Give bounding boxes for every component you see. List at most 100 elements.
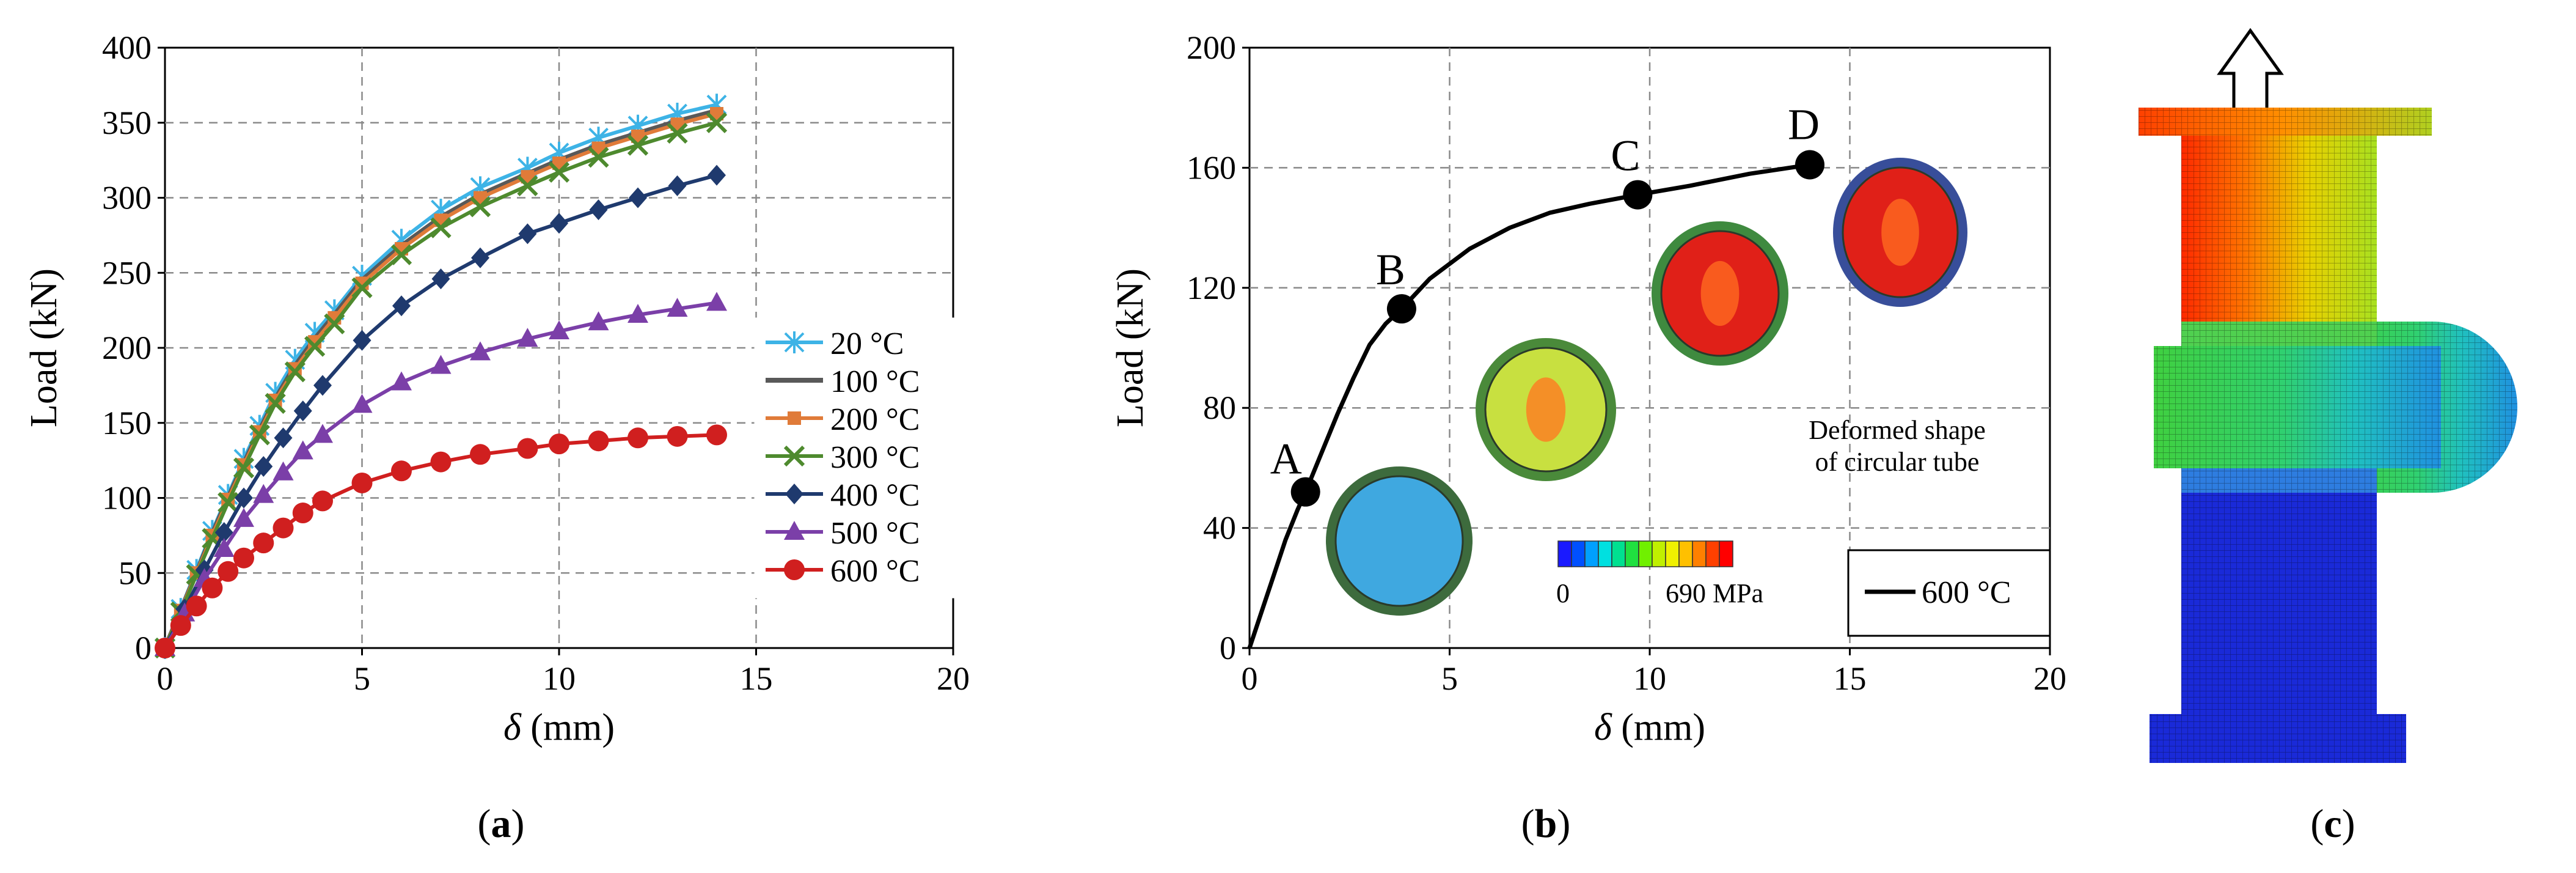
y-tick-label: 160 — [1187, 149, 1236, 186]
series-point-5 — [667, 298, 688, 317]
series-point-6 — [588, 430, 609, 452]
series-point-5 — [312, 424, 333, 443]
colorbar-cell — [1584, 540, 1599, 567]
y-tick-label: 0 — [135, 630, 152, 666]
series-point-3 — [351, 277, 373, 298]
series-point-5 — [351, 394, 373, 413]
point-D — [1795, 150, 1824, 180]
series-point-5 — [470, 341, 491, 361]
series-point-6 — [351, 472, 373, 493]
y-tick-label: 80 — [1203, 389, 1236, 426]
series-point-4 — [629, 187, 647, 208]
point-C — [1623, 180, 1653, 210]
legend-marker — [784, 559, 805, 580]
series-group: A B C D — [1247, 100, 1824, 649]
legend-marker — [783, 445, 805, 467]
series-point-6 — [667, 425, 688, 447]
colorbar-cell — [1571, 540, 1586, 567]
x-axis-label: δ (mm) — [503, 707, 615, 748]
caption-a-letter: a — [491, 801, 511, 846]
series-point-5 — [588, 311, 609, 331]
y-tick-label: 200 — [102, 330, 152, 366]
series-point-6 — [312, 490, 333, 512]
x-tick-label: 5 — [1441, 660, 1458, 697]
y-tick-label: 0 — [1220, 630, 1236, 666]
series-point-4 — [550, 213, 568, 234]
x-axis-symbol: δ — [1594, 707, 1612, 748]
annotation-line-2: of circular tube — [1815, 447, 1980, 477]
series-point-6 — [186, 595, 207, 617]
x-tick-label: 0 — [1242, 660, 1258, 697]
series-point-6 — [218, 561, 239, 582]
panel-a: 0 5 10 15 20 0 50 100 150 200 250 300 350 400 δ (mm) Lo… — [0, 0, 1002, 873]
series-point-6 — [202, 577, 223, 599]
pull-arrow-icon — [2217, 28, 2284, 112]
point-A — [1290, 477, 1320, 507]
point-label-B: B — [1376, 245, 1405, 294]
series-point-4 — [353, 330, 371, 351]
legend-marker — [788, 411, 801, 425]
colorbar-cell — [1705, 540, 1720, 567]
colorbar: 0 690 MPa — [1556, 540, 1763, 608]
series-point-4 — [589, 199, 608, 221]
legend-label: 100 °C — [830, 364, 920, 399]
y-tick-label: 100 — [102, 480, 152, 517]
series-point-3 — [430, 217, 452, 238]
tube-shape-core — [1526, 377, 1566, 442]
point-label-A: A — [1270, 435, 1302, 484]
colorbar-max-label: 690 MPa — [1666, 578, 1763, 608]
colorbar-cell — [1611, 540, 1626, 567]
series-point-3 — [324, 313, 345, 334]
y-tick-label: 120 — [1187, 270, 1236, 306]
x-tick-label: 10 — [543, 660, 576, 697]
series-group — [154, 94, 728, 659]
series-point-3 — [469, 196, 491, 218]
legend-marker — [785, 484, 803, 504]
series-point-3 — [667, 122, 688, 144]
y-tick-label: 50 — [119, 554, 152, 591]
legend-label: 600 °C — [830, 554, 920, 589]
series-point-6 — [549, 433, 569, 455]
y-tick-label: 350 — [102, 105, 152, 141]
y-tick-label: 40 — [1203, 510, 1236, 547]
y-tick-label: 400 — [102, 29, 152, 66]
series-point-4 — [668, 175, 687, 196]
x-axis-unit: (mm) — [521, 707, 615, 748]
series-point-4 — [235, 487, 253, 509]
series-point-5 — [273, 461, 294, 481]
y-tick-label: 250 — [102, 254, 152, 291]
series-point-3 — [218, 492, 239, 513]
legend-label: 200 °C — [830, 402, 920, 437]
series-point-3 — [517, 175, 538, 196]
series-point-4 — [214, 521, 233, 543]
x-axis-symbol: δ — [503, 707, 522, 748]
series-point-4 — [313, 375, 332, 396]
colorbar-cell — [1678, 540, 1693, 567]
legend-label: 400 °C — [830, 478, 920, 513]
series-point-6 — [706, 424, 727, 446]
legend-marker — [784, 521, 805, 540]
series-point-5 — [549, 320, 569, 339]
series-point-3 — [233, 457, 255, 479]
y-tick-label: 200 — [1187, 29, 1236, 66]
tube-shape-core — [1700, 260, 1740, 326]
series-point-4 — [293, 400, 312, 422]
y-axis-label: Load (kN) — [1110, 268, 1151, 427]
series-point-3 — [390, 244, 412, 265]
colorbar-cell — [1557, 540, 1572, 567]
series-point-4 — [708, 164, 726, 186]
series-point-6 — [391, 460, 412, 482]
x-tick-label: 15 — [740, 660, 773, 697]
tube-shape-fill — [1334, 475, 1464, 607]
series-point-4 — [392, 295, 411, 317]
series-point-4 — [518, 223, 537, 245]
legend-label: 20 °C — [830, 326, 904, 361]
series-point-6 — [517, 438, 538, 459]
y-tick-label: 300 — [102, 180, 152, 216]
series-point-3 — [249, 424, 270, 446]
x-tick-label: 10 — [1633, 660, 1666, 697]
y-tick-label: 150 — [102, 405, 152, 441]
